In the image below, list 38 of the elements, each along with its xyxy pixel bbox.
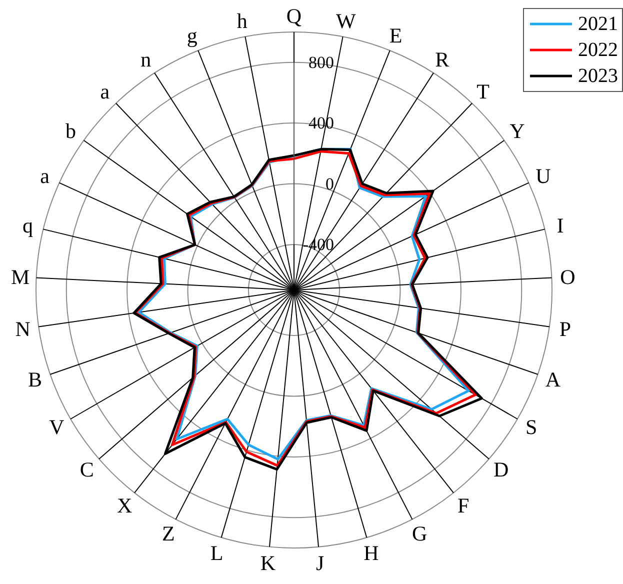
spoke-label: K bbox=[260, 550, 276, 575]
spoke-label: q bbox=[22, 213, 34, 238]
spoke-label: S bbox=[525, 415, 538, 439]
spoke-label: L bbox=[210, 540, 224, 565]
spoke-label: h bbox=[236, 8, 248, 33]
spoke-label: T bbox=[476, 80, 490, 104]
spoke-label: B bbox=[28, 368, 42, 392]
spoke-label: X bbox=[117, 493, 132, 518]
y-tick-label: 800 bbox=[308, 52, 334, 72]
spoke-label: Q bbox=[286, 4, 302, 28]
spoke-label: M bbox=[10, 264, 30, 289]
spoke-label: H bbox=[364, 540, 379, 565]
spoke-label: N bbox=[15, 316, 30, 341]
legend-label: 2021 bbox=[578, 12, 618, 36]
spoke-label: a bbox=[100, 80, 110, 104]
spoke-label: a bbox=[40, 164, 50, 188]
spoke-label: E bbox=[389, 24, 402, 48]
spoke-label: U bbox=[536, 164, 551, 188]
legend-label: 2023 bbox=[578, 64, 618, 88]
spoke-label: G bbox=[412, 522, 428, 546]
spoke-label: Z bbox=[162, 522, 175, 546]
spoke-label: R bbox=[435, 47, 450, 72]
spoke-label: W bbox=[336, 8, 356, 33]
spoke-label: C bbox=[80, 457, 94, 482]
spoke-label: F bbox=[458, 493, 470, 518]
spoke-label: A bbox=[545, 368, 562, 392]
spoke-label: D bbox=[493, 457, 509, 482]
spoke-label: P bbox=[559, 316, 572, 341]
spoke-label: V bbox=[49, 415, 64, 439]
spoke-label: I bbox=[556, 213, 564, 238]
spoke-label: g bbox=[186, 24, 198, 48]
spoke-label: n bbox=[140, 47, 152, 72]
spoke-label: O bbox=[560, 264, 576, 289]
legend-label: 2022 bbox=[578, 38, 618, 62]
spoke-label: Y bbox=[510, 119, 525, 144]
spoke-label: J bbox=[316, 550, 324, 575]
spoke-label: b bbox=[66, 119, 76, 144]
y-tick-label: 0 bbox=[326, 174, 334, 194]
